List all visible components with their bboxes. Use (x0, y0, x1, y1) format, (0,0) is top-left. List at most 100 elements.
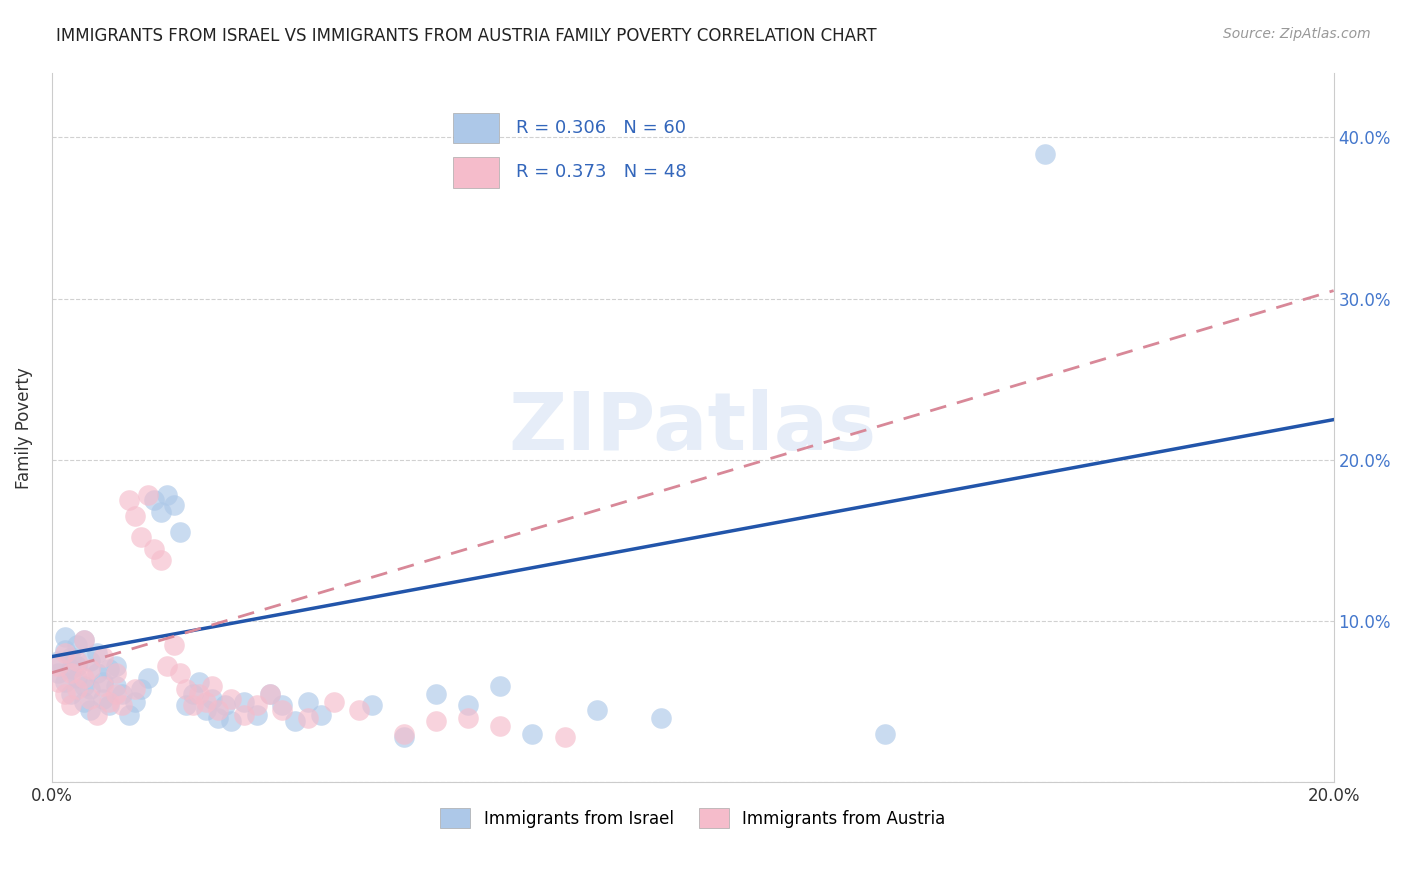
Point (489, 679, 512, 693)
Point (73, 633, 96, 648)
Point (246, 707, 269, 722)
Point (118, 493, 141, 508)
Point (394, 730, 416, 744)
Point (585, 703, 607, 717)
Point (271, 698, 294, 712)
Point (124, 695, 146, 709)
Point (79, 681, 101, 696)
Point (53, 643, 76, 657)
Point (176, 681, 198, 696)
Point (156, 659, 179, 673)
Point (46, 675, 69, 690)
Y-axis label: Family Poverty: Family Poverty (15, 367, 32, 489)
Point (73, 695, 96, 709)
Point (271, 703, 294, 717)
Point (104, 679, 127, 693)
Point (246, 698, 269, 712)
Point (98, 695, 121, 709)
Point (73, 671, 96, 685)
Point (214, 698, 236, 712)
Point (361, 698, 384, 712)
Point (297, 695, 319, 709)
Point (188, 675, 211, 690)
Point (259, 687, 281, 701)
Point (233, 695, 256, 709)
Point (349, 703, 371, 717)
Point (98, 663, 121, 677)
Point (553, 730, 575, 744)
Point (59, 698, 82, 712)
Point (194, 703, 217, 717)
Point (297, 711, 319, 725)
Point (104, 659, 127, 673)
Point (66, 659, 89, 673)
Point (162, 638, 184, 652)
Point (522, 727, 544, 741)
Point (118, 707, 141, 722)
Point (207, 703, 229, 717)
Point (53, 630, 76, 644)
Point (79, 663, 101, 677)
Point (59, 687, 82, 701)
Point (59, 663, 82, 677)
Point (79, 655, 101, 669)
Point (143, 493, 166, 508)
Point (86, 665, 108, 680)
Point (394, 727, 416, 741)
Point (111, 698, 134, 712)
Text: ZIPatlas: ZIPatlas (509, 389, 877, 467)
Point (131, 681, 153, 696)
Point (53, 675, 76, 690)
Point (207, 711, 229, 725)
Point (98, 698, 121, 712)
Point (136, 671, 159, 685)
Point (169, 525, 191, 540)
Point (309, 707, 332, 722)
Point (53, 646, 76, 660)
Point (169, 665, 191, 680)
Point (86, 646, 108, 660)
Point (219, 691, 242, 706)
Point (91, 679, 114, 693)
Point (73, 679, 96, 693)
Point (143, 541, 166, 556)
Point (53, 687, 76, 701)
Point (219, 714, 242, 728)
Text: Source: ZipAtlas.com: Source: ZipAtlas.com (1223, 27, 1371, 41)
Point (91, 675, 114, 690)
Point (73, 633, 96, 648)
Point (131, 530, 153, 544)
Point (104, 665, 127, 680)
Legend: Immigrants from Israel, Immigrants from Austria: Immigrants from Israel, Immigrants from … (433, 802, 952, 834)
Point (457, 711, 479, 725)
Point (162, 498, 184, 512)
Point (425, 714, 447, 728)
Point (1033, 146, 1056, 161)
Point (181, 698, 204, 712)
Point (66, 655, 89, 669)
Point (156, 488, 179, 502)
Point (59, 649, 82, 664)
Point (91, 691, 114, 706)
Point (79, 691, 101, 706)
Point (111, 687, 134, 701)
Point (124, 681, 146, 696)
Point (59, 665, 82, 680)
Point (181, 687, 204, 701)
Point (86, 707, 108, 722)
Text: IMMIGRANTS FROM ISRAEL VS IMMIGRANTS FROM AUSTRIA FAMILY POVERTY CORRELATION CHA: IMMIGRANTS FROM ISRAEL VS IMMIGRANTS FRO… (56, 27, 877, 45)
Point (46, 655, 69, 669)
Point (322, 695, 344, 709)
Point (873, 727, 896, 741)
Point (66, 681, 89, 696)
Point (104, 687, 127, 701)
Point (188, 687, 211, 701)
Point (91, 649, 114, 664)
Point (489, 719, 512, 733)
Point (46, 659, 69, 673)
Point (284, 714, 307, 728)
Point (194, 695, 217, 709)
Point (46, 665, 69, 680)
Point (259, 687, 281, 701)
Point (201, 679, 224, 693)
